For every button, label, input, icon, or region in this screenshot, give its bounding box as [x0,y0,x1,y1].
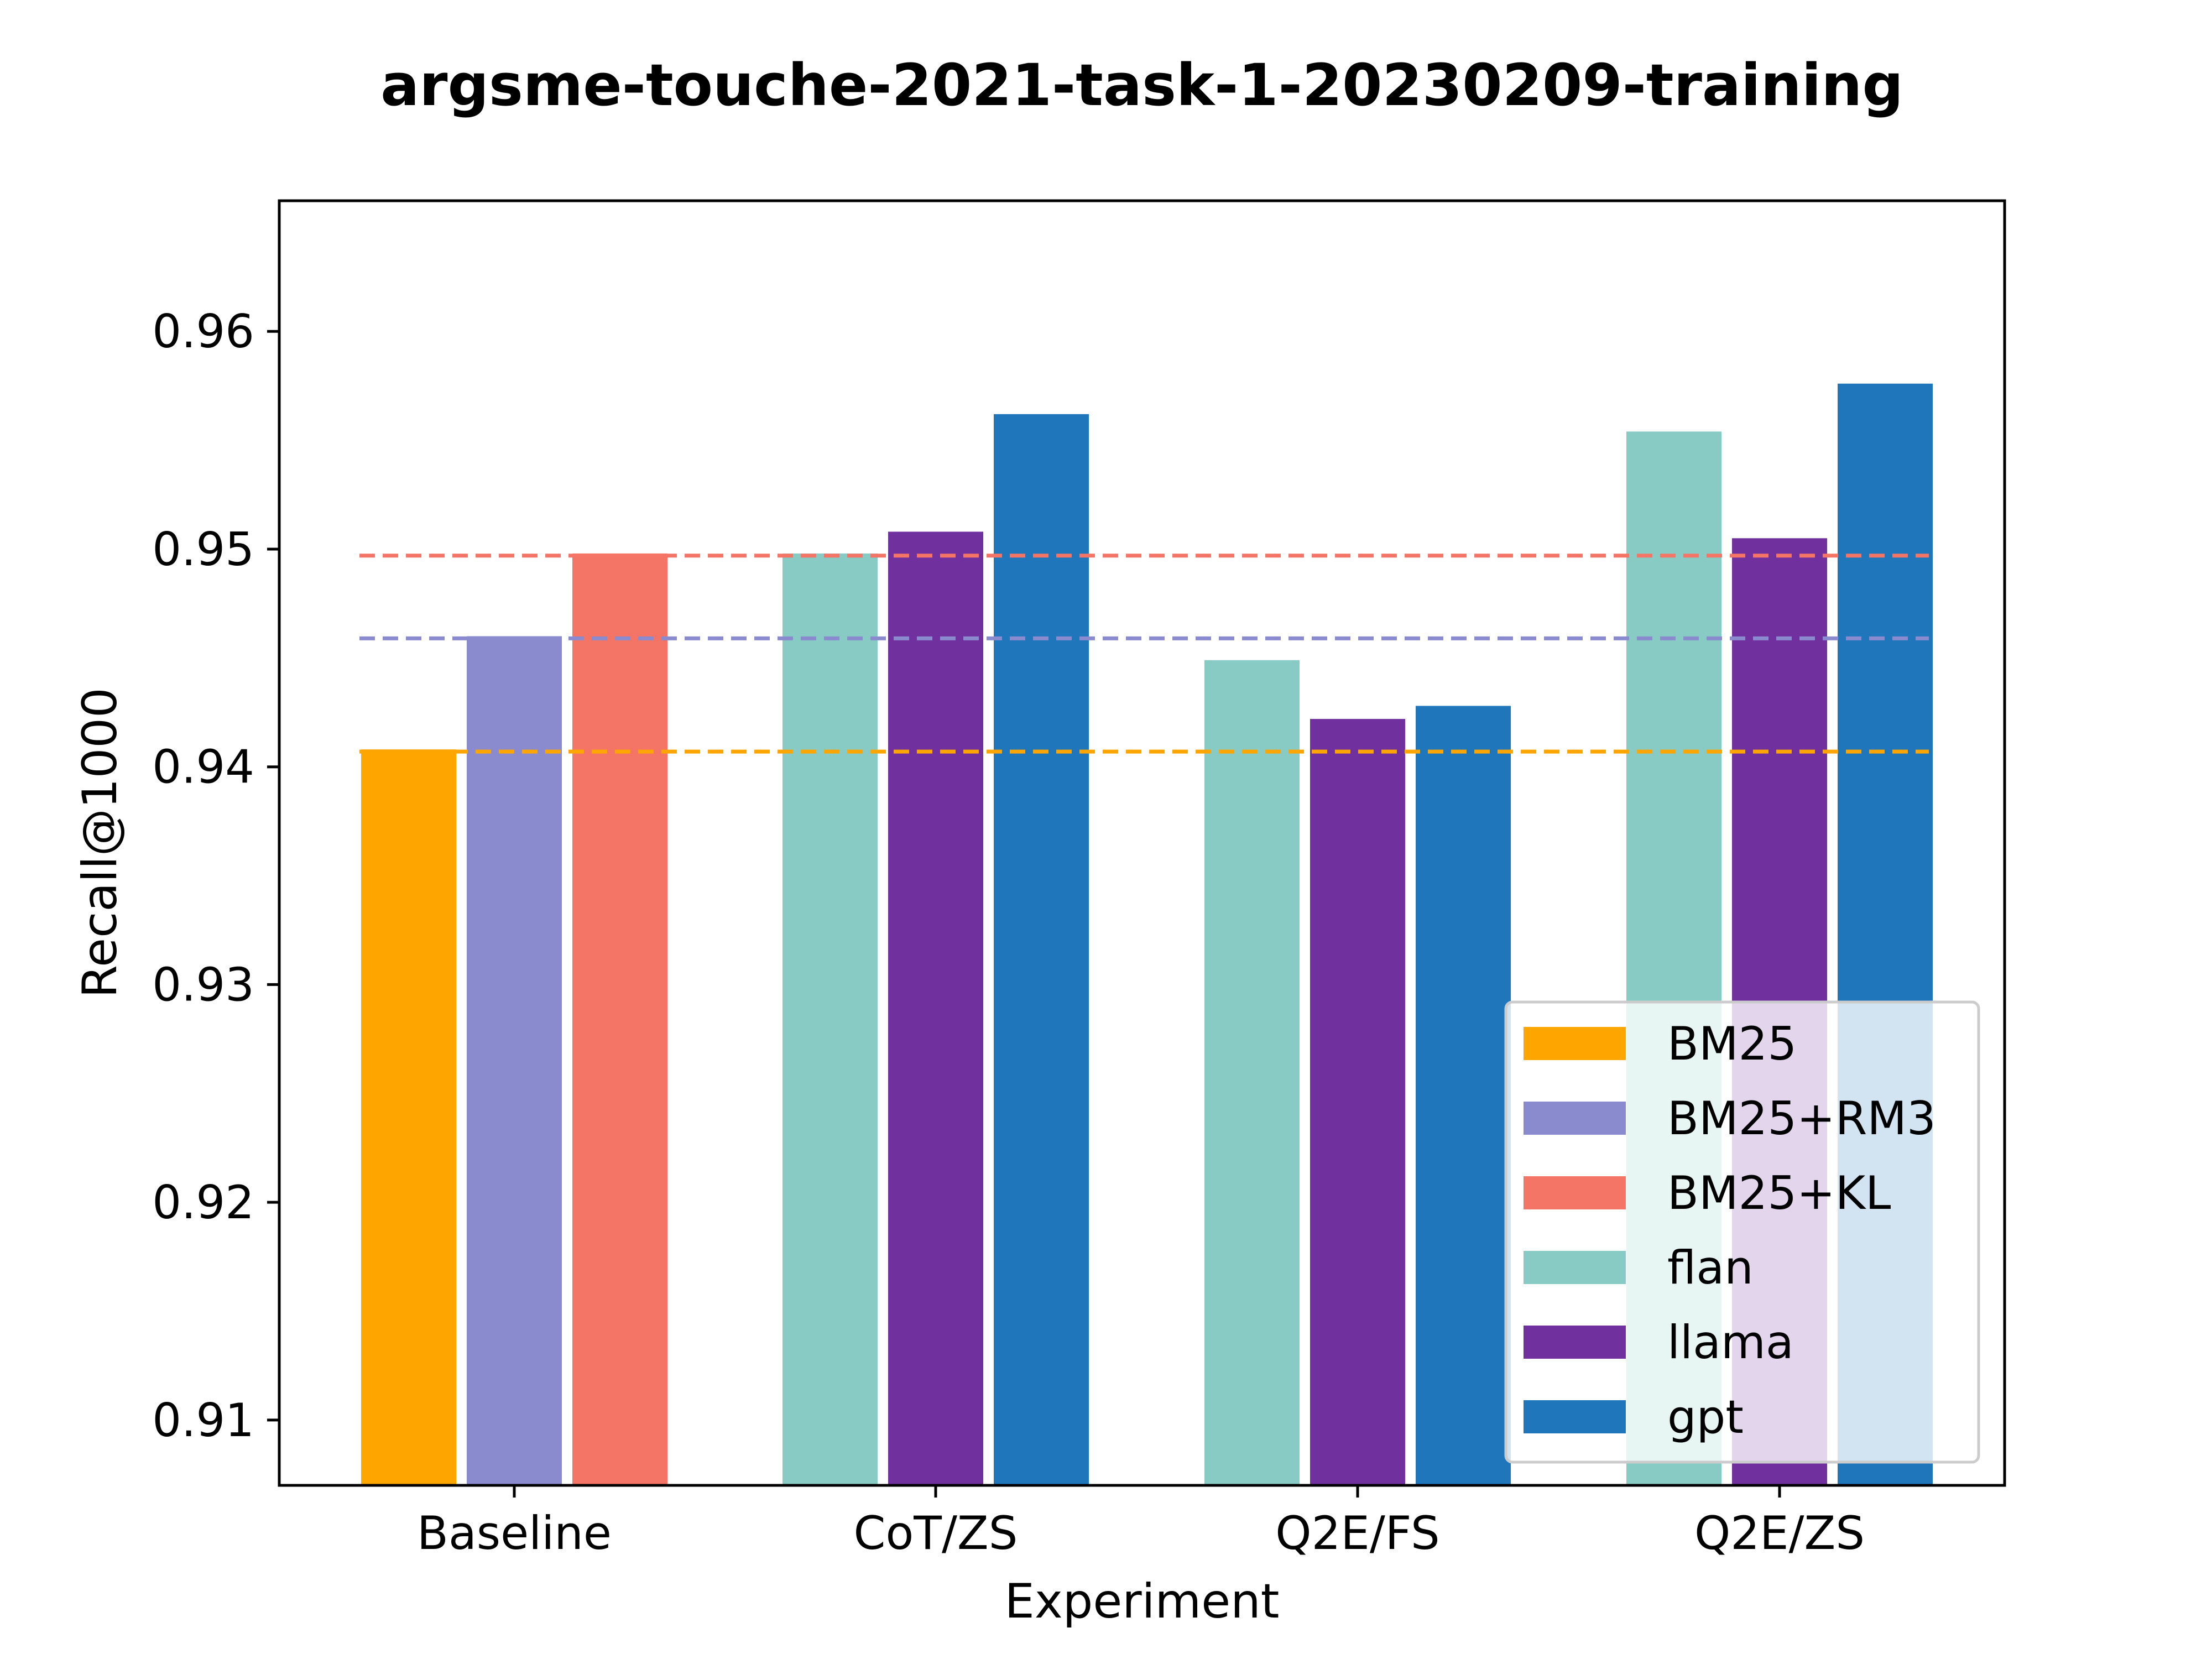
legend-label-bm25-kl: BM25+KL [1667,1166,1891,1220]
bar-bm25-rm3-baseline [467,636,562,1485]
bar-gpt-cot-zs [994,414,1089,1485]
bar-flan-q2e-fs [1204,660,1300,1485]
y-tick-label: 0.94 [152,740,254,794]
legend-label-bm25-rm3: BM25+RM3 [1667,1092,1936,1145]
x-tick-label-baseline: Baseline [417,1506,612,1560]
y-axis: 0.91 0.92 0.93 0.94 0.95 0.96 [152,305,279,1447]
baseline-reference-lines [359,554,1929,754]
y-axis-label: Recall@1000 [72,687,128,998]
y-tick-label: 0.95 [152,523,254,576]
legend: BM25 BM25+RM3 BM25+KL flan llama gpt [1504,1000,1980,1464]
y-tick-label: 0.92 [152,1176,254,1229]
bar-llama-q2e-fs [1310,719,1405,1485]
bar-bm25-baseline [361,749,456,1485]
y-tick-label: 0.91 [152,1394,254,1447]
legend-swatch-llama [1524,1326,1626,1359]
x-axis-label: Experiment [1005,1574,1280,1629]
legend-label-flan: flan [1667,1241,1754,1295]
legend-swatch-gpt [1524,1400,1626,1433]
legend-label-llama: llama [1667,1316,1794,1369]
legend-swatch-bm25 [1524,1027,1626,1060]
y-tick-label: 0.93 [152,958,254,1011]
x-tick-label-cot-zs: CoT/ZS [854,1506,1018,1560]
y-tick-label: 0.96 [152,305,254,358]
bar-flan-cot-zs [782,553,878,1485]
plot-frame [278,199,2006,1487]
x-tick-label-q2e-fs: Q2E/FS [1275,1506,1440,1560]
chart-title: argsme-touche-2021-task-1-20230209-train… [380,51,1903,119]
bar-gpt-q2e-fs [1416,706,1511,1485]
bar-llama-cot-zs [888,531,983,1485]
legend-swatch-flan [1524,1251,1626,1284]
legend-label-gpt: gpt [1667,1390,1744,1444]
legend-swatch-bm25-rm3 [1524,1102,1626,1135]
legend-swatch-bm25-kl [1524,1176,1626,1209]
legend-label-bm25: BM25 [1667,1017,1797,1071]
bar-bm25-kl-baseline [572,553,667,1485]
x-tick-label-q2e-zs: Q2E/ZS [1694,1506,1865,1560]
x-axis: Baseline CoT/ZS Q2E/FS Q2E/ZS [417,1485,1865,1560]
